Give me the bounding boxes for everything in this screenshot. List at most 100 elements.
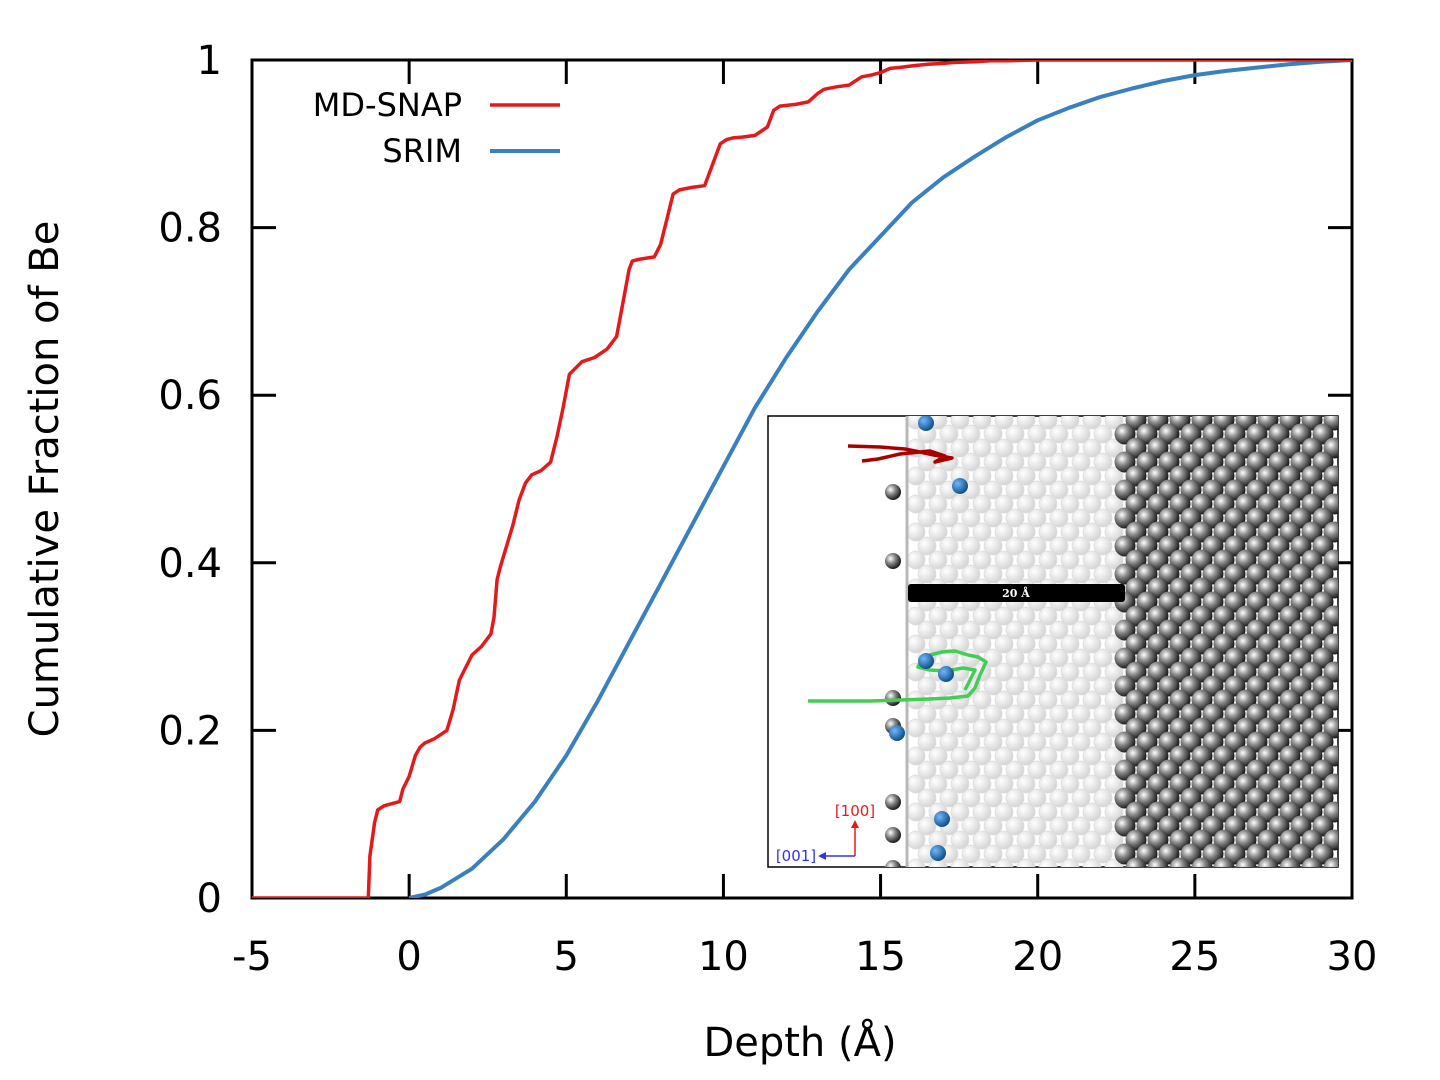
legend-label-srim: SRIM <box>382 132 462 170</box>
x-axis: -5 0 5 10 15 20 25 30 <box>232 60 1377 980</box>
inset-atom <box>950 416 970 430</box>
inset-atom <box>1016 438 1036 458</box>
inset-atom <box>917 564 937 584</box>
series-line-srim <box>408 60 1352 898</box>
inset-atom <box>1027 788 1047 808</box>
inset-atom <box>950 858 970 867</box>
inset-atom <box>1093 788 1113 808</box>
inset-atom <box>917 536 937 556</box>
inset-atom <box>1093 424 1113 444</box>
inset-atom <box>1016 718 1036 738</box>
inset-atom <box>1093 844 1113 864</box>
x-axis-title: Depth (Å) <box>703 1018 896 1066</box>
inset-atom <box>1016 606 1036 626</box>
inset-atom <box>994 466 1014 486</box>
inset-atom <box>917 788 937 808</box>
inset-scale-bar <box>908 584 1125 602</box>
inset-atom <box>917 704 937 724</box>
inset-atom <box>1071 732 1091 752</box>
inset-atom <box>928 746 948 766</box>
inset-atom <box>961 844 981 864</box>
y-axis-title: Cumulative Fraction of Be <box>22 221 68 738</box>
inset-atom <box>1038 634 1058 654</box>
inset-atom <box>1027 676 1047 696</box>
inset-atom <box>994 438 1014 458</box>
inset-atom <box>994 746 1014 766</box>
inset-atom <box>1049 648 1069 668</box>
inset-atom <box>1038 802 1058 822</box>
inset-atom <box>983 816 1003 836</box>
inset-atom <box>983 788 1003 808</box>
inset-atom <box>1049 816 1069 836</box>
x-tick-label: 25 <box>1169 934 1220 980</box>
inset-atom <box>1301 857 1323 867</box>
inset-atom <box>1060 606 1080 626</box>
inset-atom <box>1027 564 1047 584</box>
inset-atom <box>1016 802 1036 822</box>
inset-atom <box>1060 522 1080 542</box>
inset-atom <box>961 816 981 836</box>
x-tick-label: 15 <box>855 934 906 980</box>
inset-atom <box>928 494 948 514</box>
inset-atom <box>1038 718 1058 738</box>
inset-atom <box>928 718 948 738</box>
inset-atom <box>1093 620 1113 640</box>
inset-atom <box>1082 858 1102 867</box>
inset-atom <box>1016 746 1036 766</box>
inset-atom <box>1279 857 1301 867</box>
inset-atom <box>1049 676 1069 696</box>
inset-atom <box>983 508 1003 528</box>
inset-atom <box>1038 746 1058 766</box>
inset-atom <box>1049 480 1069 500</box>
inset-atom <box>1027 704 1047 724</box>
inset-atom <box>994 830 1014 850</box>
inset-atom <box>994 494 1014 514</box>
inset-atom <box>1071 508 1091 528</box>
inset-atom <box>972 830 992 850</box>
inset-trajectory-green <box>808 649 988 703</box>
inset-atom <box>994 606 1014 626</box>
inset-atom <box>994 690 1014 710</box>
inset-atom <box>1093 676 1113 696</box>
inset-surface-atom <box>885 484 901 500</box>
inset-atom <box>1071 536 1091 556</box>
inset-atom <box>917 620 937 640</box>
x-tick-label: 10 <box>698 934 749 980</box>
inset-be-atom <box>934 811 950 827</box>
inset-atom <box>1027 816 1047 836</box>
inset-atom <box>1038 774 1058 794</box>
inset-atom <box>939 732 959 752</box>
inset-atom <box>1049 452 1069 472</box>
inset-atom <box>1071 676 1091 696</box>
inset-atom <box>1104 830 1124 850</box>
inset-atom <box>972 634 992 654</box>
inset-atom <box>961 620 981 640</box>
inset-atom <box>1147 857 1169 867</box>
inset-atom <box>961 788 981 808</box>
inset-atom <box>950 830 970 850</box>
inset-atom <box>994 634 1014 654</box>
inset-atom <box>961 564 981 584</box>
inset-atom <box>1016 634 1036 654</box>
inset-atom <box>994 662 1014 682</box>
inset-atom <box>1104 550 1124 570</box>
inset-crystal-axes: [100] [001] <box>776 802 875 865</box>
inset-atom <box>1060 438 1080 458</box>
inset-atom <box>1038 550 1058 570</box>
inset-atom <box>994 858 1014 867</box>
inset-surface-atom <box>885 860 901 867</box>
inset-atom <box>1016 416 1036 430</box>
inset-atom <box>1082 494 1102 514</box>
inset-atom <box>961 732 981 752</box>
inset-surface-atoms <box>885 484 901 867</box>
inset-atom <box>1104 746 1124 766</box>
inset-atom <box>950 550 970 570</box>
inset-atom <box>983 732 1003 752</box>
inset-atom <box>1071 760 1091 780</box>
inset-atom <box>1005 788 1025 808</box>
inset-atom <box>972 438 992 458</box>
inset-atom <box>983 620 1003 640</box>
inset-surface-atom <box>885 690 901 706</box>
inset-atom <box>1027 480 1047 500</box>
inset-atom <box>972 746 992 766</box>
